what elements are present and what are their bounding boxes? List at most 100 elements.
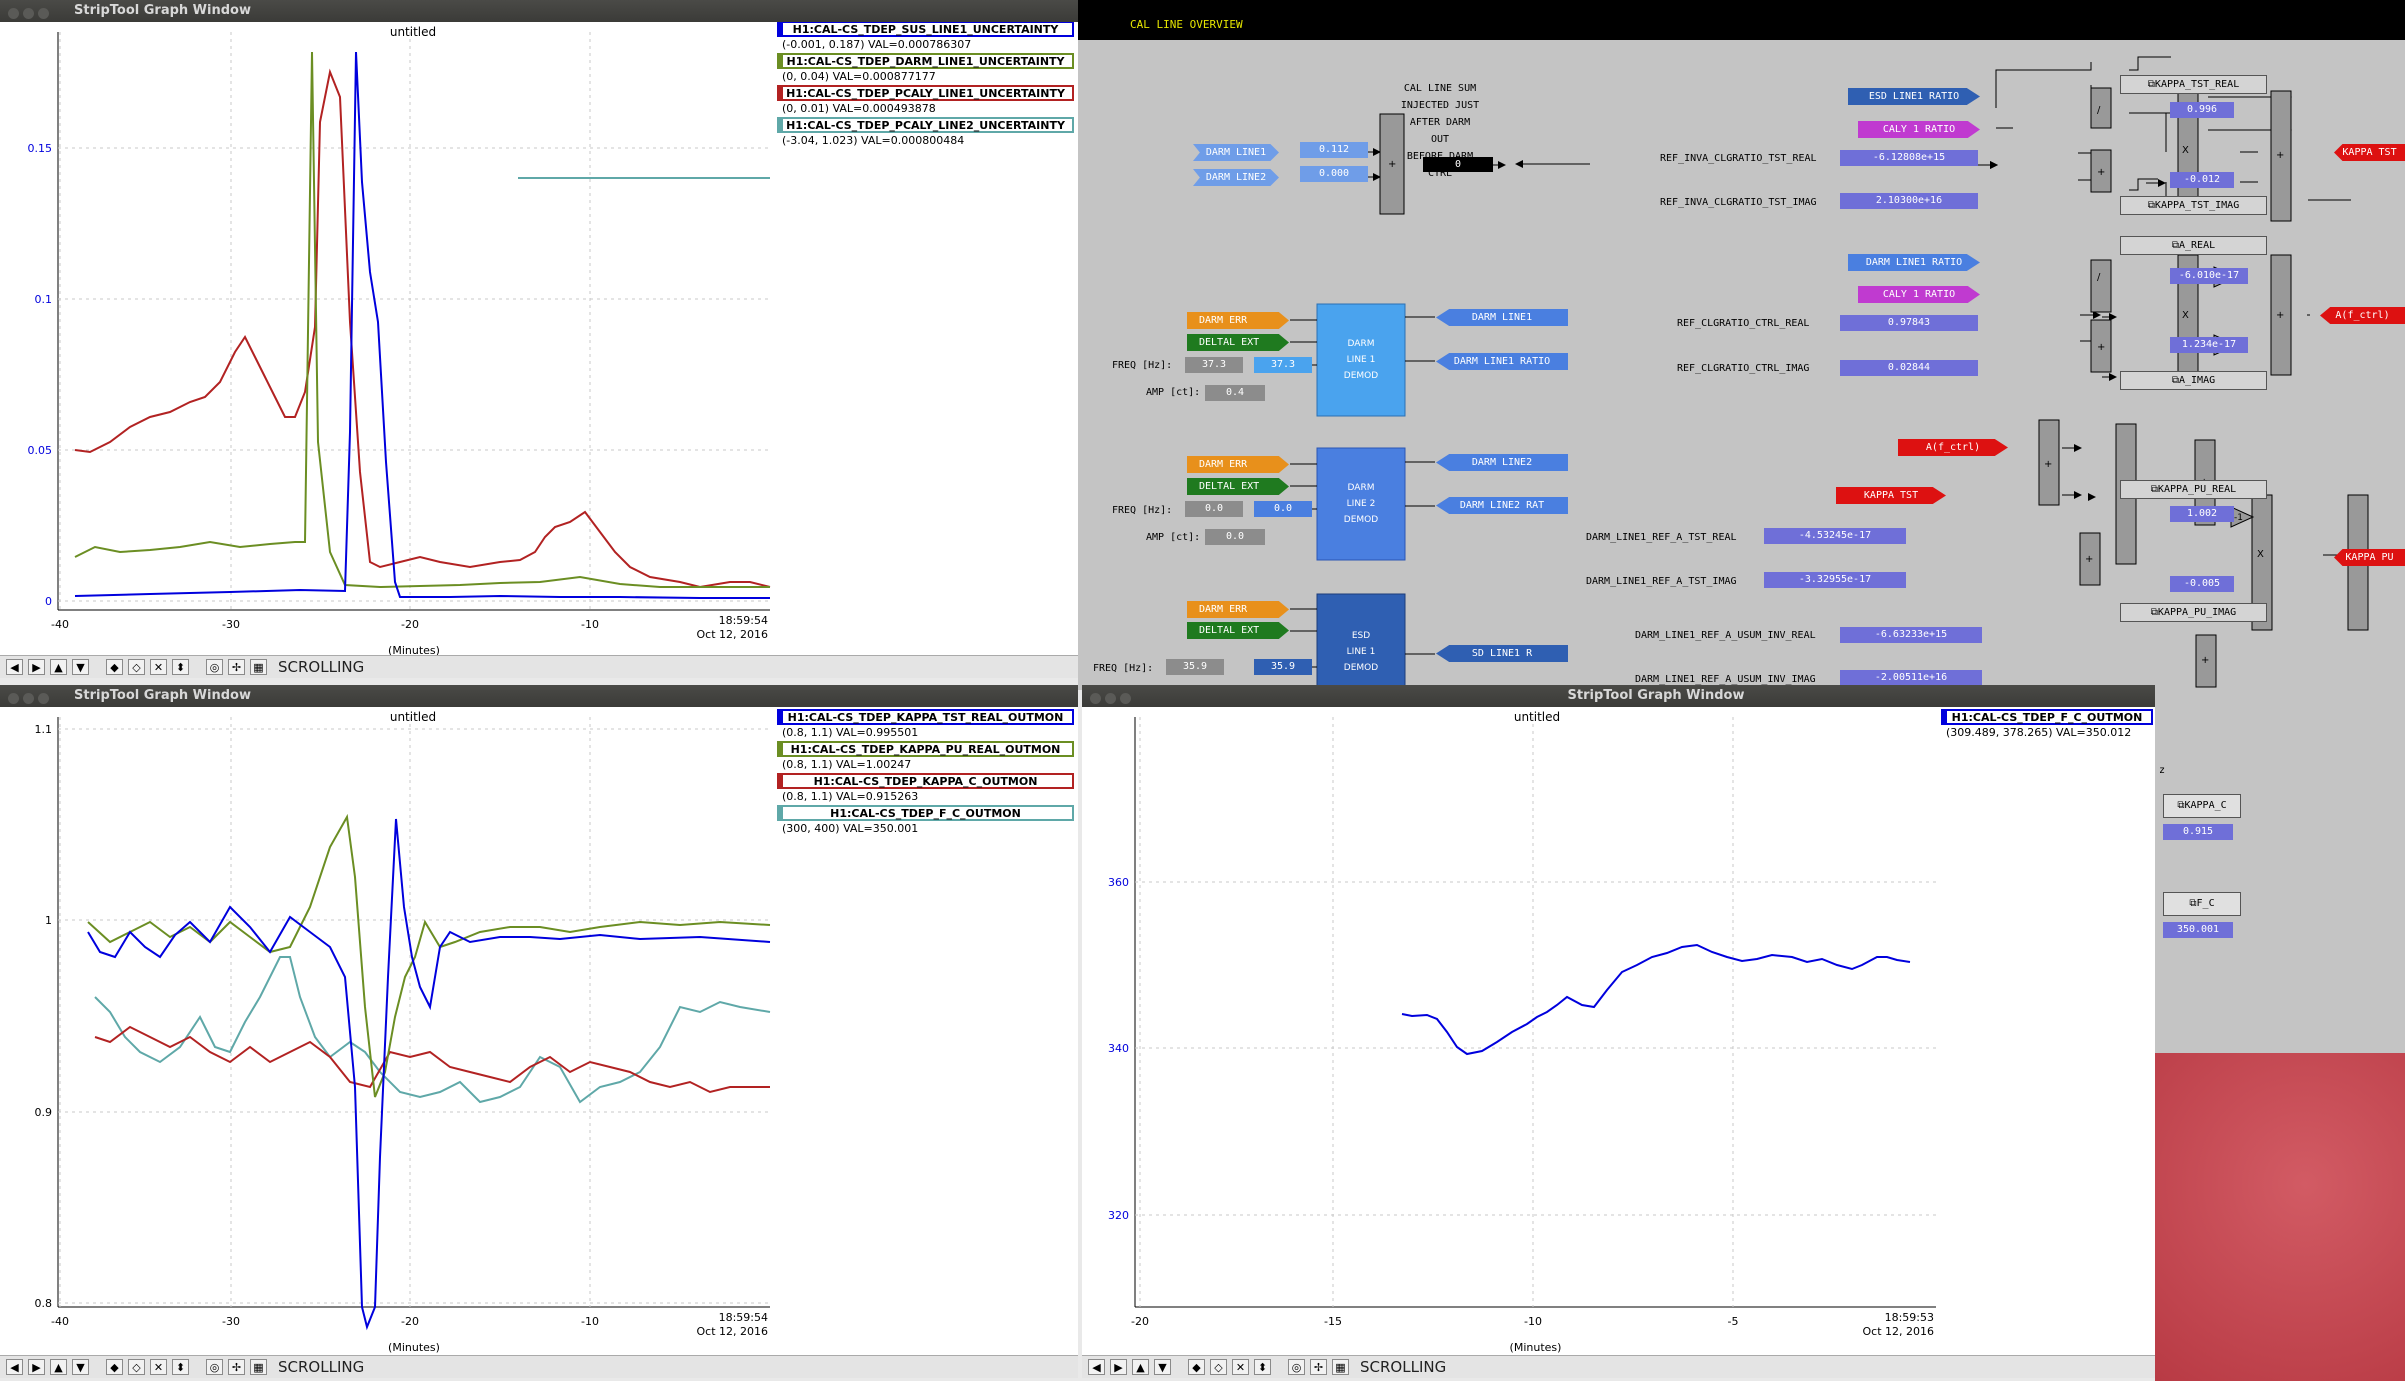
scroll-up-icon[interactable]: ▲: [50, 659, 67, 675]
auto-scale-icon[interactable]: ◎: [206, 659, 223, 675]
kappa-tst-input[interactable]: KAPPA TST: [1836, 487, 1946, 504]
darm-line1-ratio-ctrl[interactable]: DARM LINE1 RATIO: [1848, 254, 1980, 271]
strip-chart-bottom-right[interactable]: untitled 360 340 320 -20 -15 -10 -5 18:59:53Oct …: [1082, 707, 2155, 1355]
zoom-out-y-icon[interactable]: ⬍: [1254, 1359, 1271, 1375]
scroll-left-icon[interactable]: ◀: [1088, 1359, 1105, 1375]
darm-line2-input[interactable]: DARM LINE2: [1193, 169, 1279, 186]
zoom-out-y-icon[interactable]: ⬍: [172, 659, 189, 675]
scroll-right-icon[interactable]: ▶: [28, 659, 45, 675]
kappa-c-button[interactable]: ⧉KAPPA_C: [2163, 794, 2241, 818]
zoom-in-y-icon[interactable]: ✕: [150, 659, 167, 675]
zoom-in-x-icon[interactable]: ◆: [106, 1359, 123, 1375]
minimize-icon[interactable]: [23, 8, 34, 19]
demod2-out-ratio[interactable]: DARM LINE2 RAT: [1436, 497, 1568, 514]
window-controls[interactable]: [1090, 690, 1135, 712]
date-label: Oct 12, 2016: [697, 628, 769, 641]
pan-icon[interactable]: ✢: [228, 1359, 245, 1375]
close-icon[interactable]: [1090, 693, 1101, 704]
graph-config-icon[interactable]: ▦: [250, 659, 267, 675]
scroll-right-icon[interactable]: ▶: [1110, 1359, 1127, 1375]
zoom-out-x-icon[interactable]: ◇: [128, 659, 145, 675]
plot-area-top-left: untitled 0.15 0.1 0.05 0 -40 -30 -20 -10 18:59:54…: [0, 21, 1078, 657]
legend-swatch: [778, 742, 783, 756]
maximize-icon[interactable]: [1120, 693, 1131, 704]
darm-line1-value: 0.112: [1300, 142, 1368, 158]
zoom-out-x-icon[interactable]: ◇: [1210, 1359, 1227, 1375]
a-ctrl-input[interactable]: A(f_ctrl): [1898, 439, 2008, 456]
demod1-darm-err[interactable]: DARM ERR: [1187, 312, 1289, 329]
window-titlebar[interactable]: StripTool Graph Window: [0, 685, 1078, 707]
demod3-freq-set[interactable]: 35.9: [1166, 659, 1224, 675]
pan-icon[interactable]: ✢: [228, 659, 245, 675]
kappa-pu-imag-button[interactable]: ⧉KAPPA_PU_IMAG: [2120, 603, 2267, 622]
scroll-left-icon[interactable]: ◀: [6, 1359, 23, 1375]
close-icon[interactable]: [8, 693, 19, 704]
kappa-tst-imag-button[interactable]: ⧉KAPPA_TST_IMAG: [2120, 196, 2267, 215]
demod1-out-ratio[interactable]: DARM LINE1 RATIO: [1436, 353, 1568, 370]
graph-config-icon[interactable]: ▦: [250, 1359, 267, 1375]
window-titlebar[interactable]: StripTool Graph Window: [1082, 685, 2155, 707]
svg-text:+: +: [2097, 167, 2105, 178]
strip-chart-bottom-left[interactable]: untitled 1.1 1 0.9 0.8 -40 -30 -20 -10 18:59:54Oc…: [0, 707, 1078, 1355]
window-controls[interactable]: [8, 690, 53, 712]
window-controls[interactable]: [8, 5, 53, 27]
scroll-up-icon[interactable]: ▲: [50, 1359, 67, 1375]
tst-imag-value: 2.10300e+16: [1840, 193, 1978, 209]
series-trace: [87, 813, 771, 1098]
related-display-icon: ⧉: [2177, 800, 2185, 811]
maximize-icon[interactable]: [38, 693, 49, 704]
esd-line1-ratio[interactable]: ESD LINE1 RATIO: [1848, 88, 1980, 105]
pan-icon[interactable]: ✢: [1310, 1359, 1327, 1375]
legend-name: H1:CAL-CS_TDEP_DARM_LINE1_UNCERTAINTY: [787, 55, 1066, 68]
caly1-ratio-tst[interactable]: CALY 1 RATIO: [1858, 121, 1980, 138]
svg-text:+: +: [2276, 150, 2284, 161]
zoom-in-y-icon[interactable]: ✕: [1232, 1359, 1249, 1375]
strip-chart-top-left[interactable]: untitled 0.15 0.1 0.05 0 -40 -30 -20 -10 18:59:54…: [0, 21, 1078, 657]
maximize-icon[interactable]: [38, 8, 49, 19]
window-title: StripTool Graph Window: [74, 688, 251, 703]
demod2-freq-set[interactable]: 0.0: [1185, 501, 1243, 517]
demod1-deltal-ext[interactable]: DELTAL EXT: [1187, 334, 1289, 351]
zoom-in-x-icon[interactable]: ◆: [106, 659, 123, 675]
graph-config-icon[interactable]: ▦: [1332, 1359, 1349, 1375]
minimize-icon[interactable]: [23, 693, 34, 704]
kappa-pu-output[interactable]: KAPPA PU: [2334, 549, 2405, 566]
scroll-left-icon[interactable]: ◀: [6, 659, 23, 675]
close-icon[interactable]: [8, 8, 19, 19]
auto-scale-icon[interactable]: ◎: [206, 1359, 223, 1375]
demod2-deltal-ext[interactable]: DELTAL EXT: [1187, 478, 1289, 495]
demod2-darm-err[interactable]: DARM ERR: [1187, 456, 1289, 473]
darm-line1-input[interactable]: DARM LINE1: [1193, 144, 1279, 161]
legend-swatch: [778, 86, 783, 100]
a-ctrl-output[interactable]: A(f_ctrl): [2320, 307, 2405, 324]
kappa-pu-real-button[interactable]: ⧉KAPPA_PU_REAL: [2120, 480, 2267, 499]
zoom-out-y-icon[interactable]: ⬍: [172, 1359, 189, 1375]
scroll-down-icon[interactable]: ▼: [1154, 1359, 1171, 1375]
scroll-down-icon[interactable]: ▼: [72, 659, 89, 675]
scroll-up-icon[interactable]: ▲: [1132, 1359, 1149, 1375]
auto-scale-icon[interactable]: ◎: [1288, 1359, 1305, 1375]
minimize-icon[interactable]: [1105, 693, 1116, 704]
svg-text:X: X: [2182, 310, 2189, 321]
zoom-in-x-icon[interactable]: ◆: [1188, 1359, 1205, 1375]
a-real-button[interactable]: ⧉A_REAL: [2120, 236, 2267, 255]
demod3-darm-err[interactable]: DARM ERR: [1187, 601, 1289, 618]
demod3-out[interactable]: SD LINE1 R: [1436, 645, 1568, 662]
demod1-out-line1[interactable]: DARM LINE1: [1436, 309, 1568, 326]
caly1-ratio-ctrl[interactable]: CALY 1 RATIO: [1858, 286, 1980, 303]
f-c-button[interactable]: ⧉F_C: [2163, 892, 2241, 916]
zoom-out-x-icon[interactable]: ◇: [128, 1359, 145, 1375]
kappa-tst-output[interactable]: KAPPA TST: [2334, 144, 2405, 161]
demod1-freq-set[interactable]: 37.3: [1185, 357, 1243, 373]
demod1-amp[interactable]: 0.4: [1205, 385, 1265, 401]
kappa-tst-real-button[interactable]: ⧉KAPPA_TST_REAL: [2120, 75, 2267, 94]
a-imag-button[interactable]: ⧉A_IMAG: [2120, 371, 2267, 390]
zoom-in-y-icon[interactable]: ✕: [150, 1359, 167, 1375]
scroll-right-icon[interactable]: ▶: [28, 1359, 45, 1375]
kappa-tst-imag-value: -0.012: [2170, 172, 2234, 188]
demod3-deltal-ext[interactable]: DELTAL EXT: [1187, 622, 1289, 639]
scroll-down-icon[interactable]: ▼: [72, 1359, 89, 1375]
window-titlebar[interactable]: StripTool Graph Window: [0, 0, 1078, 22]
demod2-amp[interactable]: 0.0: [1205, 529, 1265, 545]
demod2-out-line2[interactable]: DARM LINE2: [1436, 454, 1568, 471]
